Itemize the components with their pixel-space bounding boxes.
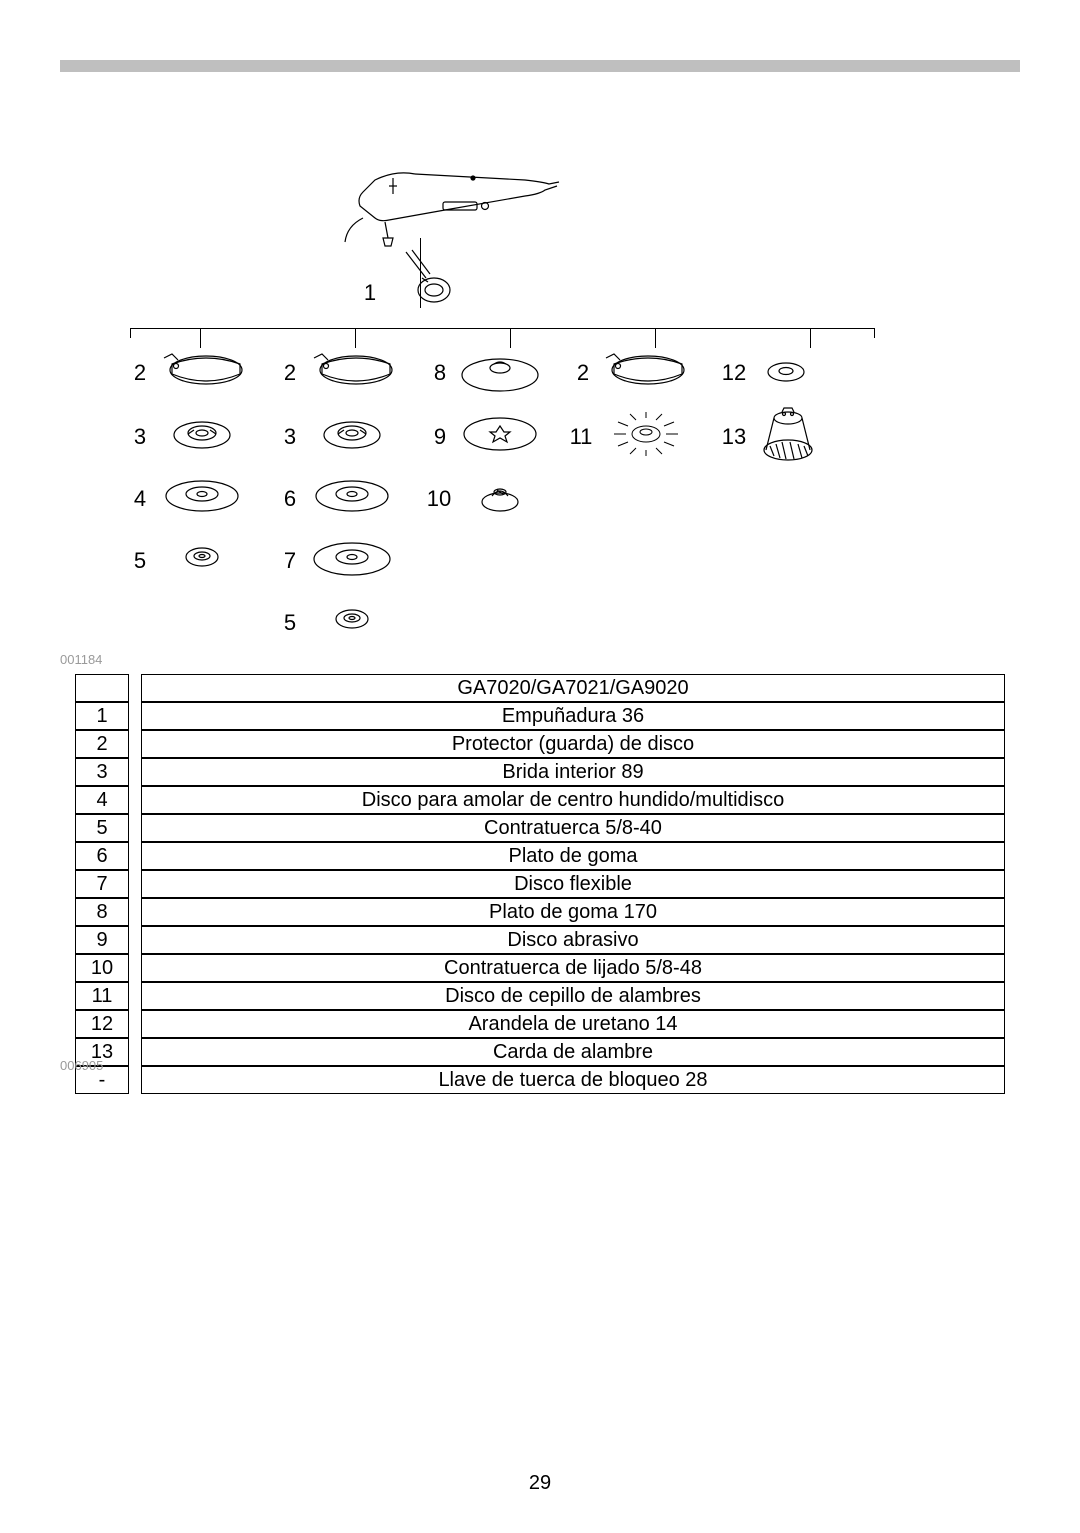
lock-nut-icon: [182, 544, 222, 570]
diagram-label-c4r1: 2: [568, 360, 598, 386]
table-row: 9 Disco abrasivo: [75, 926, 1005, 954]
row-num: 2: [75, 730, 129, 758]
table-row: 3 Brida interior 89: [75, 758, 1005, 786]
row-desc: Empuñadura 36: [141, 702, 1005, 730]
diagram-label-c3r1: 8: [425, 360, 455, 386]
row-num: 6: [75, 842, 129, 870]
wire-wheel-icon: [608, 410, 684, 458]
table-row: 5 Contratuerca 5/8-40: [75, 814, 1005, 842]
diagram-label-c5r1: 12: [715, 360, 753, 386]
wire-cup-brush-icon: [756, 406, 820, 464]
table-row: 13Carda de alambre: [75, 1038, 1005, 1066]
flex-disc-icon: [310, 538, 394, 580]
row-desc: Llave de tuerca de bloqueo 28: [141, 1066, 1005, 1094]
diagram-label-c4r2: 11: [562, 424, 600, 450]
row-desc: Arandela de uretano 14: [141, 1010, 1005, 1038]
table-row: 11 Disco de cepillo de alambres: [75, 982, 1005, 1010]
guard-icon: [158, 350, 248, 392]
row-desc: Contratuerca 5/8-40: [141, 814, 1005, 842]
guard-icon-3: [600, 350, 690, 392]
urethane-washer-icon: [764, 358, 808, 386]
abrasive-disc-icon: [460, 412, 540, 456]
table-row: 6 Plato de goma: [75, 842, 1005, 870]
row-desc: Contratuerca de lijado 5/8-48: [141, 954, 1005, 982]
diagram-label-c2r2: 3: [275, 424, 305, 450]
figure-ref-bottom: 006905: [60, 1058, 103, 1073]
row-num: 1: [75, 702, 129, 730]
table-row: 2 Protector (guarda) de disco: [75, 730, 1005, 758]
rubber-pad-170-icon: [458, 350, 542, 394]
diagram-label-c1r3: 4: [125, 486, 155, 512]
row-num: 7: [75, 870, 129, 898]
diagram-label-c5r2: 13: [715, 424, 753, 450]
diagram-label-c2r4: 7: [275, 548, 305, 574]
row-num: 4: [75, 786, 129, 814]
row-num: 10: [75, 954, 129, 982]
row-num: 3: [75, 758, 129, 786]
diagram-label-c3r3: 10: [420, 486, 458, 512]
row-desc: Brida interior 89: [141, 758, 1005, 786]
row-desc: Disco abrasivo: [141, 926, 1005, 954]
grinding-wheel-icon: [162, 476, 242, 516]
row-desc: Disco de cepillo de alambres: [141, 982, 1005, 1010]
diagram-label-c2r3: 6: [275, 486, 305, 512]
table-row: 12 Arandela de uretano 14: [75, 1010, 1005, 1038]
table-row: 1 Empuñadura 36: [75, 702, 1005, 730]
inner-flange-icon: [170, 416, 234, 454]
table-header-row: GA7020/GA7021/GA9020: [75, 674, 1005, 702]
table-row: -Llave de tuerca de bloqueo 28: [75, 1066, 1005, 1094]
diagram-label-c2r1: 2: [275, 360, 305, 386]
row-num: 11: [75, 982, 129, 1010]
parts-table: GA7020/GA7021/GA9020 1 Empuñadura 36 2 Pro…: [75, 674, 1005, 1094]
row-desc: Protector (guarda) de disco: [141, 730, 1005, 758]
header-bar: [60, 60, 1020, 72]
row-desc: Disco flexible: [141, 870, 1005, 898]
row-num: 5: [75, 814, 129, 842]
row-desc: Plato de goma: [141, 842, 1005, 870]
guard-icon-2: [308, 350, 398, 392]
row-num: 9: [75, 926, 129, 954]
row-desc: Disco para amolar de centro hundido/mult…: [141, 786, 1005, 814]
diagram-label-c1r2: 3: [125, 424, 155, 450]
header-model-cell: GA7020/GA7021/GA9020: [141, 674, 1005, 702]
table-row: 4 Disco para amolar de centro hundido/mul…: [75, 786, 1005, 814]
table-row: 8 Plato de goma 170: [75, 898, 1005, 926]
lock-nut-icon-2: [332, 606, 372, 632]
row-num: 8: [75, 898, 129, 926]
row-desc: Plato de goma 170: [141, 898, 1005, 926]
exploded-diagram: 1 2 3: [100, 150, 980, 650]
inner-flange-icon-2: [320, 416, 384, 454]
row-desc: Carda de alambre: [141, 1038, 1005, 1066]
rubber-pad-icon: [312, 476, 392, 516]
sanding-locknut-icon: [478, 478, 522, 514]
diagram-label-c1r1: 2: [125, 360, 155, 386]
header-blank-cell: [75, 674, 129, 702]
page-number: 29: [0, 1472, 1080, 1495]
diagram-label-1: 1: [355, 280, 385, 306]
table-row: 7 Disco flexible: [75, 870, 1005, 898]
diagram-label-c3r2: 9: [425, 424, 455, 450]
diagram-label-c2r5: 5: [275, 610, 305, 636]
table-row: 10 Contratuerca de lijado 5/8-48: [75, 954, 1005, 982]
row-num: 12: [75, 1010, 129, 1038]
diagram-label-c1r4: 5: [125, 548, 155, 574]
figure-ref-top: 001184: [60, 652, 102, 667]
side-handle-illustration: [390, 248, 460, 318]
